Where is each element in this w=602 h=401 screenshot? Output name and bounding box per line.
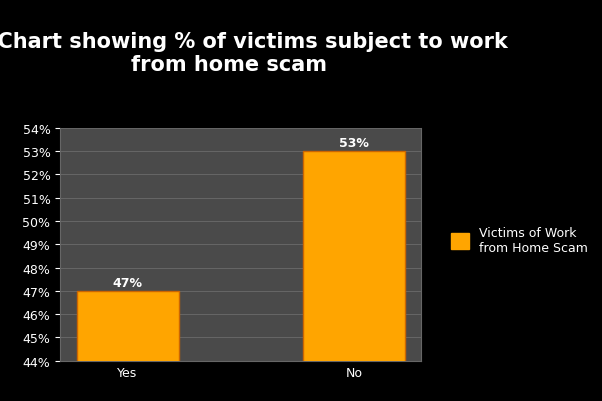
Legend: Victims of Work
from Home Scam: Victims of Work from Home Scam bbox=[445, 222, 594, 259]
Bar bbox=[76, 291, 179, 401]
Text: 47%: 47% bbox=[113, 276, 143, 289]
Text: 53%: 53% bbox=[339, 137, 369, 150]
Bar bbox=[303, 152, 405, 401]
Text: Bar Chart showing % of victims subject to work
from home scam: Bar Chart showing % of victims subject t… bbox=[0, 32, 507, 75]
